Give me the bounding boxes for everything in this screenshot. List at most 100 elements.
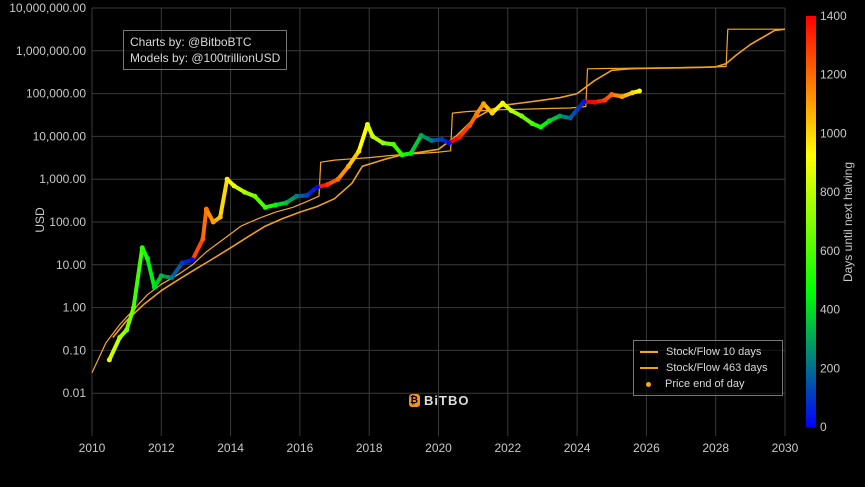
credits-line-charts: Charts by: @BitboBTC (130, 35, 252, 49)
legend-label-sf10: Stock/Flow 10 days (666, 346, 762, 358)
price-point (139, 245, 145, 251)
price-point (508, 108, 514, 114)
colorbar-tick-label: 0 (820, 420, 827, 434)
price-point (262, 204, 268, 210)
bitcoin-logo-icon: ₿ (409, 394, 420, 407)
price-point (519, 113, 525, 119)
price-point (546, 118, 552, 124)
legend-dot-price (646, 381, 651, 387)
price-point (602, 97, 608, 103)
colorbar-tick-label: 1200 (820, 68, 847, 82)
price-point (636, 88, 642, 94)
legend-label-price: Price end of day (665, 378, 745, 390)
price-point (429, 138, 435, 144)
price-point (304, 192, 310, 198)
x-tick-label: 2022 (494, 441, 521, 455)
price-point (345, 163, 351, 169)
price-point (335, 176, 341, 182)
price-segment (408, 133, 424, 156)
price-point (630, 90, 636, 96)
credits-line-models: Models by: @100trillionUSD (130, 51, 281, 65)
price-point (124, 327, 130, 333)
price-segment (218, 177, 230, 220)
price-point (619, 94, 625, 100)
y-axis-ticks: 10,000,000.00 1,000,000.00 100,000.00 10,00… (9, 1, 86, 400)
price-point (481, 101, 487, 107)
price-segment (131, 245, 145, 310)
y-tick-label: 10.00 (56, 258, 86, 272)
credits-box: Charts by: @BitboBTC Models by: @100tril… (123, 30, 288, 70)
colorbar-tick-label: 1000 (820, 126, 847, 140)
y-tick-label: 1,000,000.00 (16, 44, 86, 58)
price-point (591, 99, 597, 105)
price-point (408, 150, 414, 156)
price-point (131, 305, 137, 311)
price-segment (252, 194, 268, 210)
price-point (106, 357, 112, 363)
legend-swatch-sf10 (640, 351, 658, 353)
price-point (210, 219, 216, 225)
price-point (574, 107, 580, 113)
price-points (106, 88, 642, 363)
price-segment (346, 149, 361, 169)
x-tick-label: 2026 (633, 441, 660, 455)
price-point (158, 273, 164, 279)
y-tick-label: 1.00 (63, 301, 87, 315)
price-segment (190, 237, 205, 262)
price-segment (200, 207, 209, 242)
series-lines (91, 28, 786, 374)
price-point (557, 113, 563, 119)
price-segment (124, 305, 136, 332)
price-point (467, 122, 473, 128)
price-point (203, 206, 209, 212)
price-point (446, 140, 452, 146)
x-tick-label: 2016 (287, 441, 314, 455)
y-tick-label: 0.10 (63, 343, 87, 357)
colorbar-tick-label: 1400 (820, 9, 847, 23)
price-point (314, 184, 320, 190)
x-axis-ticks: 2010 2012 2014 2016 2018 2020 2022 2024 2026 2028… (79, 441, 799, 455)
price-point (399, 152, 405, 158)
price-point (370, 133, 376, 139)
price-point (390, 141, 396, 147)
x-tick-label: 2028 (702, 441, 729, 455)
y-tick-label: 10,000,000.00 (9, 1, 86, 15)
legend-item-sf10[interactable]: Stock/Flow 10 days (640, 344, 776, 360)
price-segment (457, 123, 472, 140)
x-tick-label: 2030 (772, 441, 799, 455)
price-point (474, 111, 480, 117)
price-point (117, 335, 123, 341)
legend-item-price[interactable]: Price end of day (640, 376, 776, 392)
x-tick-label: 2010 (79, 441, 106, 455)
price-point (529, 121, 535, 127)
sf463-line (112, 28, 786, 339)
legend-label-sf463: Stock/Flow 463 days (666, 362, 768, 374)
x-tick-label: 2012 (148, 441, 175, 455)
x-tick-label: 2018 (356, 441, 383, 455)
colorbar (806, 16, 816, 427)
price-segment (336, 164, 351, 182)
y-tick-label: 1,000.00 (39, 172, 86, 186)
price-point (418, 132, 424, 138)
price-point (439, 136, 445, 142)
price-point (241, 189, 247, 195)
price-point (609, 92, 615, 98)
colorbar-tick-label: 400 (820, 303, 840, 317)
colorbar-ticks: 1400 1200 1000 800 600 400 200 0 (820, 9, 847, 434)
price-point (356, 148, 362, 154)
price-point (200, 236, 206, 242)
grid-lines (91, 7, 786, 436)
price-point (293, 193, 299, 199)
price-segment (356, 122, 370, 154)
price-point (538, 124, 544, 130)
legend-item-sf463[interactable]: Stock/Flow 463 days (640, 360, 776, 376)
x-tick-label: 2020 (425, 441, 452, 455)
price-point (380, 140, 386, 146)
price-point (500, 100, 506, 106)
price-point (217, 214, 223, 220)
x-tick-label: 2024 (564, 441, 591, 455)
price-point (567, 115, 573, 121)
colorbar-tick-label: 600 (820, 244, 840, 258)
price-point (456, 134, 462, 140)
